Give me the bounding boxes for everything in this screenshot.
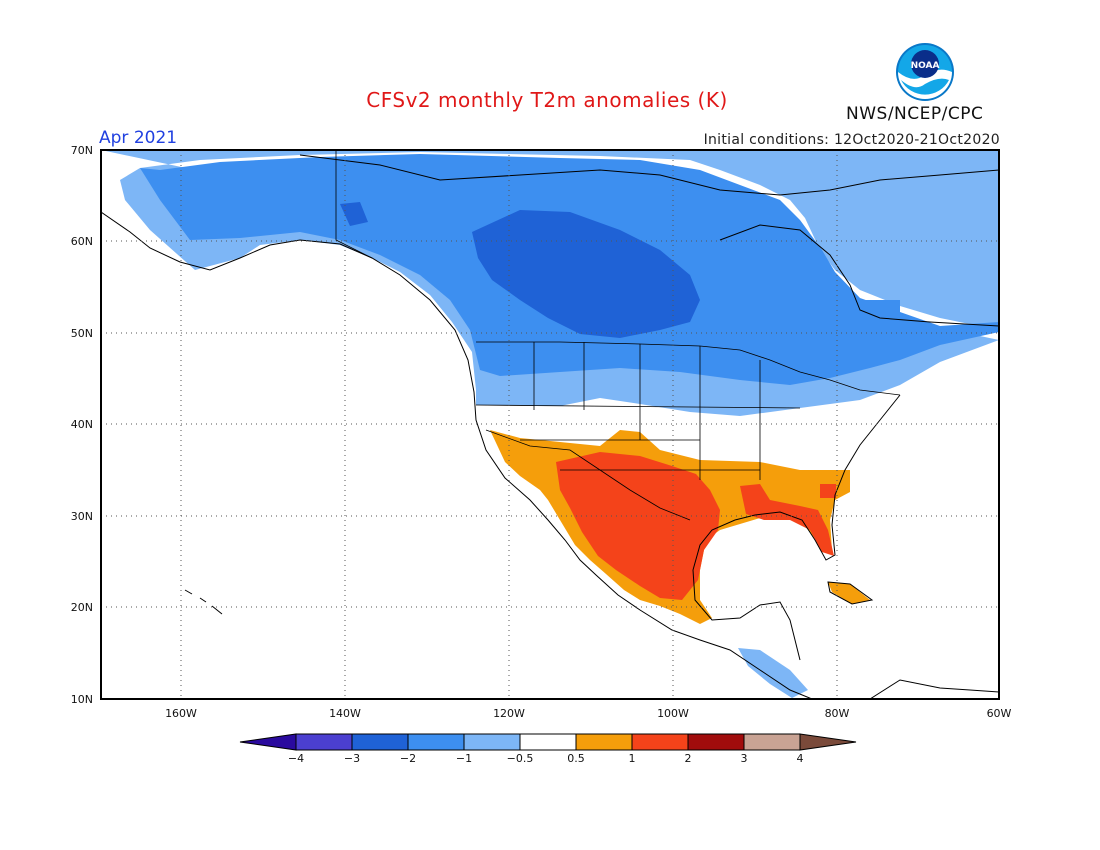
colorbar-tick-label: 4 bbox=[797, 752, 804, 765]
map-title: CFSv2 monthly T2m anomalies (K) bbox=[0, 88, 1100, 112]
lat-label: 50N bbox=[71, 327, 93, 340]
lat-label: 20N bbox=[71, 601, 93, 614]
map-title-text: CFSv2 monthly T2m anomalies (K) bbox=[366, 88, 728, 112]
lon-label: 80W bbox=[825, 707, 850, 720]
agency-label: NWS/NCEP/CPC bbox=[846, 104, 984, 124]
lon-axis: 160W 140W 120W 100W 80W 60W bbox=[165, 707, 1011, 720]
lon-label: 120W bbox=[493, 707, 525, 720]
lon-label: 100W bbox=[657, 707, 689, 720]
noaa-logo: NOAA bbox=[895, 42, 955, 102]
colorbar-segment bbox=[295, 733, 353, 751]
colorbar-segment bbox=[575, 733, 633, 751]
colorbar-tick-label: −0.5 bbox=[507, 752, 534, 765]
anomaly-field bbox=[101, 150, 999, 698]
lon-label: 60W bbox=[987, 707, 1012, 720]
colorbar-segment bbox=[407, 733, 465, 751]
border-alaska bbox=[335, 150, 373, 259]
lat-label: 30N bbox=[71, 510, 93, 523]
colorbar-segment bbox=[743, 733, 801, 751]
colorbar-tick-label: 1 bbox=[629, 752, 636, 765]
lat-label: 10N bbox=[71, 693, 93, 706]
colorbar-tick-label: −1 bbox=[456, 752, 472, 765]
borders bbox=[335, 150, 901, 521]
colorbar-tick-label: 3 bbox=[741, 752, 748, 765]
lon-label: 140W bbox=[329, 707, 361, 720]
coastline-gulf bbox=[692, 394, 901, 661]
colorbar-tick-label: −4 bbox=[288, 752, 304, 765]
lat-label: 60N bbox=[71, 235, 93, 248]
colorbar-segment bbox=[687, 733, 745, 751]
lat-label: 40N bbox=[71, 418, 93, 431]
hot-region bbox=[556, 452, 720, 600]
hot-region-southeast bbox=[740, 484, 834, 556]
border-us-canada bbox=[476, 341, 901, 396]
valid-month: Apr 2021 bbox=[99, 128, 178, 148]
colorbar-arrow-right bbox=[799, 733, 857, 751]
coastline-cuba bbox=[827, 581, 874, 605]
cuba-warm bbox=[828, 582, 870, 604]
hot-patch-small bbox=[820, 484, 836, 498]
state-lines bbox=[475, 342, 801, 480]
lat-axis: 70N 60N 50N 40N 30N 20N 10N bbox=[71, 144, 93, 706]
map-frame bbox=[100, 149, 1000, 700]
lon-label: 160W bbox=[165, 707, 197, 720]
cold-east-patch bbox=[840, 300, 900, 350]
coastlines bbox=[101, 154, 999, 699]
strong-cold-patch-west bbox=[340, 202, 368, 226]
colorbar-tick-label: −2 bbox=[400, 752, 416, 765]
lat-label: 70N bbox=[71, 144, 93, 157]
colorbar: −4 −3 −2 −1 −0.5 0.5 1 2 3 4 bbox=[239, 733, 857, 765]
coastline-west bbox=[101, 211, 813, 699]
logo-text: NOAA bbox=[911, 61, 940, 71]
coastline-hudson bbox=[719, 224, 999, 327]
coastline-arctic bbox=[299, 154, 999, 196]
central-america-cool bbox=[738, 648, 808, 698]
coastline-hawaii bbox=[184, 589, 223, 615]
colorbar-segment bbox=[519, 733, 577, 751]
initial-conditions: Initial conditions: 12Oct2020-21Oct2020 bbox=[703, 132, 1000, 148]
colorbar-segment bbox=[463, 733, 521, 751]
colorbar-tick-label: 0.5 bbox=[567, 752, 585, 765]
colorbar-segment bbox=[631, 733, 689, 751]
colorbar-tick-label: −3 bbox=[344, 752, 360, 765]
coastline-south-america bbox=[869, 679, 999, 699]
colorbar-segment bbox=[351, 733, 409, 751]
strong-cold-region bbox=[472, 210, 700, 338]
colorbar-arrow-left bbox=[239, 733, 297, 751]
colorbar-tick-label: 2 bbox=[685, 752, 692, 765]
